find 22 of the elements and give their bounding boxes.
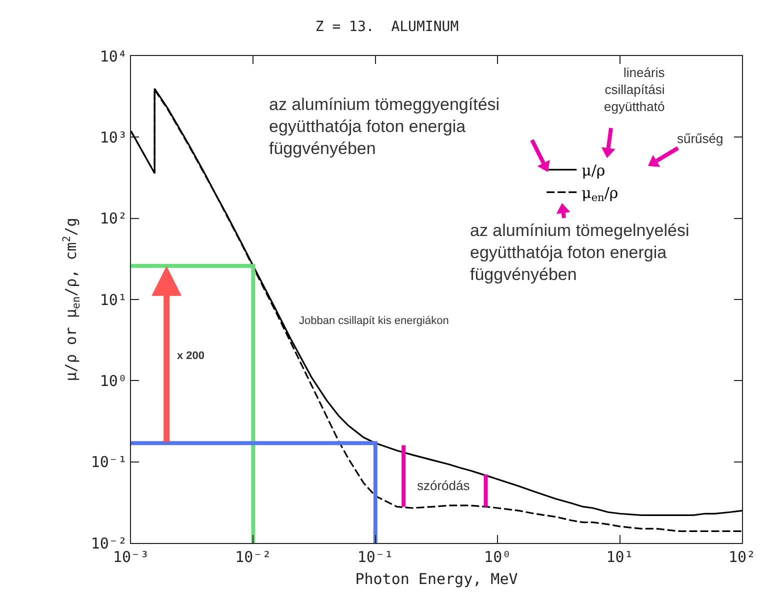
y-tick-label: 10⁰ — [100, 372, 127, 390]
y-tick-label: 10⁻¹ — [90, 453, 127, 472]
y-tick-label: 10⁴ — [100, 47, 127, 66]
annotation: szóródás — [417, 478, 470, 493]
annotation: x 200 — [177, 350, 205, 362]
x-tick-label: 10⁻² — [235, 548, 272, 566]
annotation: sűrűség — [677, 131, 724, 146]
x-tick-label: 10² — [728, 548, 756, 566]
x-tick-label: 10⁰ — [484, 548, 512, 566]
legend-label: μ/ρ — [582, 162, 606, 180]
annotation: lineáris csillapítási együttható — [604, 65, 666, 114]
x-axis-title: Photon Energy, MeV — [355, 570, 518, 588]
legend-label: μ$_{en}$/ρ — [582, 184, 618, 204]
y-tick-label: 10³ — [100, 128, 127, 146]
annotation: az alumínium tömegelnyelési együtthatója foton energia függvényében — [470, 221, 690, 284]
y-tick-label: 10² — [100, 210, 127, 228]
chart-title: Z = 13. ALUMINUM — [315, 19, 459, 36]
y-tick-label: 10¹ — [100, 290, 127, 309]
annotation: Jobban csillapít kis energiákon — [299, 315, 449, 327]
x-tick-label: 10¹ — [606, 548, 634, 566]
x-tick-label: 10⁻¹ — [357, 548, 394, 566]
annotation: az alumínium tömeggyengítési együtthatója foton energia függvényében — [269, 95, 500, 158]
